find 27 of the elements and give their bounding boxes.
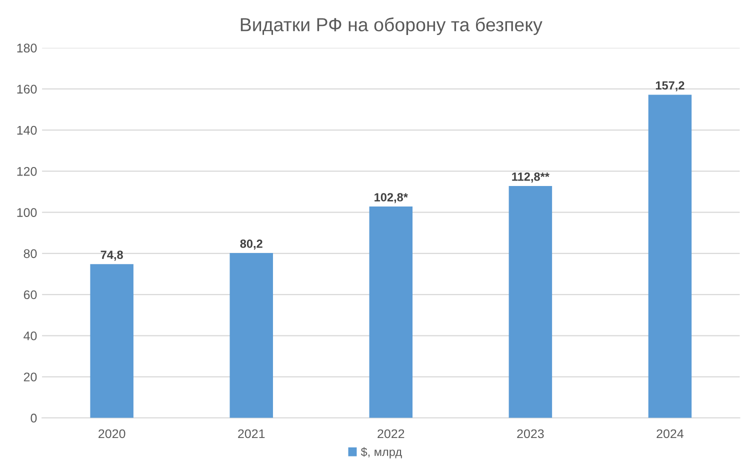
- y-tick-label: 80: [24, 249, 37, 258]
- bar: [230, 253, 273, 418]
- x-tick-label: 2024: [656, 429, 684, 438]
- legend-label: $, млрд: [360, 447, 402, 458]
- x-tick-label: 2020: [98, 429, 126, 438]
- bar: [90, 264, 134, 418]
- bar: [508, 186, 552, 418]
- data-label: 112,8**: [512, 172, 550, 183]
- data-label: 80,2: [240, 240, 262, 250]
- y-tick-label: 0: [30, 414, 37, 423]
- y-tick-label: 60: [24, 290, 37, 300]
- data-label: 74,8: [100, 250, 123, 261]
- y-tick-label: 20: [24, 372, 37, 382]
- x-tick-label: 2023: [517, 429, 544, 438]
- y-tick-label: 120: [17, 166, 37, 176]
- x-tick-label: 2022: [378, 429, 404, 438]
- y-tick-label: 140: [17, 126, 37, 135]
- data-label: 102,8*: [374, 193, 408, 204]
- y-tick-label: 100: [17, 208, 37, 217]
- y-tick-label: 40: [24, 331, 37, 340]
- y-tick-label: 160: [17, 84, 37, 94]
- bar: [648, 94, 692, 418]
- x-tick-label: 2021: [238, 429, 265, 438]
- bar: [369, 206, 413, 418]
- data-label: 157,2: [656, 81, 684, 92]
- chart-title: Видатки РФ на оборону та безпеку: [240, 17, 542, 36]
- y-tick-label: 180: [17, 44, 37, 52]
